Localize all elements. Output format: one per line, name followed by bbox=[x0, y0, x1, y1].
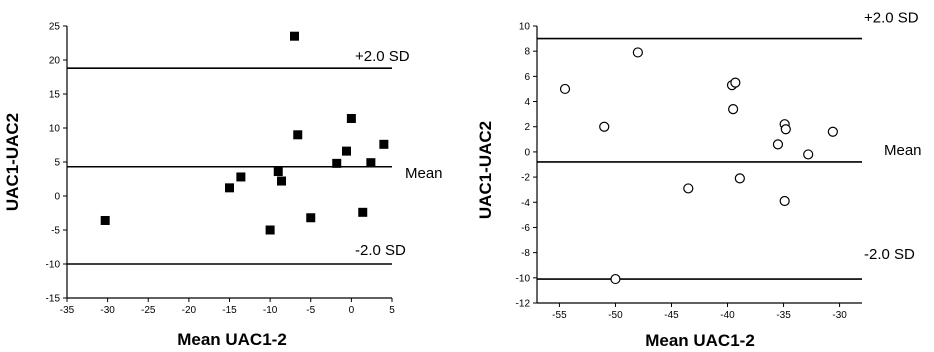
x-tick-label: -30 bbox=[100, 305, 115, 316]
y-tick-label: 4 bbox=[524, 97, 530, 108]
data-point bbox=[273, 167, 283, 177]
y-tick-label: -6 bbox=[521, 223, 530, 234]
data-point bbox=[599, 121, 610, 132]
x-tick-label: -50 bbox=[608, 310, 623, 321]
x-tick-label: -15 bbox=[222, 305, 237, 316]
reference-line-label: Mean bbox=[884, 142, 922, 159]
data-point bbox=[342, 146, 351, 156]
data-point bbox=[366, 158, 376, 168]
data-point bbox=[379, 139, 389, 149]
right-reference-lines: +2.0 SD Mean -2.0 SD bbox=[537, 10, 922, 280]
data-point bbox=[225, 183, 234, 193]
data-point bbox=[290, 31, 299, 41]
x-tick-label: -10 bbox=[263, 305, 278, 316]
x-tick-label: -30 bbox=[832, 310, 847, 321]
y-tick-label: -5 bbox=[51, 226, 60, 237]
data-point bbox=[734, 173, 745, 184]
right-chart: -12 -10 -8 -6 -4 -2 0 2 4 6 8 10 -55 -50 -45 -40 -35 -30… bbox=[476, 10, 922, 350]
left-x-ticks: -35 -30 -25 -20 -15 -10 -5 0 5 bbox=[60, 298, 395, 316]
left-chart: -15 -10 -5 0 5 10 15 20 25 -35 -30 -25 -20 -15 -10 -5 0… bbox=[3, 22, 443, 350]
x-tick-label: -45 bbox=[664, 310, 679, 321]
data-point bbox=[730, 77, 741, 88]
reference-line-label: +2.0 SD bbox=[864, 10, 919, 27]
data-point bbox=[772, 139, 784, 150]
y-tick-label: -8 bbox=[521, 248, 530, 259]
right-y-ticks: -12 -10 -8 -6 -4 -2 0 2 4 6 8 10 bbox=[516, 22, 537, 310]
y-tick-label: 0 bbox=[54, 192, 60, 203]
left-y-axis-title: UAC1-UAC2 bbox=[3, 113, 22, 211]
data-point bbox=[277, 176, 286, 186]
y-tick-label: 10 bbox=[49, 124, 61, 135]
data-point bbox=[827, 126, 838, 137]
y-tick-label: -2 bbox=[521, 173, 530, 184]
reference-line-label: Mean bbox=[405, 165, 443, 182]
y-tick-label: 0 bbox=[524, 147, 530, 158]
data-point bbox=[803, 149, 814, 160]
data-point bbox=[293, 130, 303, 140]
right-points bbox=[559, 47, 838, 285]
reference-line-label: +2.0 SD bbox=[355, 48, 410, 65]
data-point bbox=[683, 183, 694, 194]
y-tick-label: 8 bbox=[524, 47, 530, 58]
x-tick-label: -35 bbox=[60, 305, 75, 316]
left-reference-lines: +2.0 SD Mean -2.0 SD bbox=[67, 48, 443, 265]
y-tick-label: 10 bbox=[519, 22, 531, 33]
data-point bbox=[559, 83, 571, 95]
data-point bbox=[346, 113, 356, 123]
data-point bbox=[779, 195, 790, 207]
y-tick-label: 25 bbox=[49, 22, 61, 33]
left-y-ticks: -15 -10 -5 0 5 10 15 20 25 bbox=[46, 22, 67, 305]
y-tick-label: -10 bbox=[516, 273, 531, 284]
x-tick-label: -20 bbox=[182, 305, 197, 316]
right-x-axis-title: Mean UAC1-2 bbox=[645, 331, 755, 350]
data-point bbox=[728, 103, 739, 115]
data-point bbox=[358, 207, 368, 217]
right-y-axis-title: UAC1-UAC2 bbox=[476, 121, 495, 219]
y-tick-label: -12 bbox=[516, 299, 531, 310]
y-tick-label: 15 bbox=[49, 90, 61, 101]
right-x-ticks: -55 -50 -45 -40 -35 -30 bbox=[552, 303, 847, 321]
x-tick-label: 0 bbox=[349, 305, 355, 316]
data-point bbox=[780, 124, 791, 135]
data-point bbox=[265, 225, 275, 235]
data-point bbox=[632, 47, 643, 58]
data-point bbox=[306, 213, 316, 223]
reference-line-label: -2.0 SD bbox=[864, 246, 915, 263]
y-tick-label: 6 bbox=[524, 72, 530, 83]
left-points bbox=[100, 31, 389, 235]
y-tick-label: -15 bbox=[46, 294, 61, 305]
data-point bbox=[610, 273, 621, 285]
x-tick-label: 5 bbox=[389, 305, 395, 316]
x-tick-label: -35 bbox=[776, 310, 791, 321]
x-tick-label: -25 bbox=[141, 305, 156, 316]
y-tick-label: 20 bbox=[49, 56, 61, 67]
y-tick-label: 5 bbox=[54, 158, 60, 169]
data-point bbox=[236, 172, 246, 182]
left-x-axis-title: Mean UAC1-2 bbox=[177, 330, 287, 349]
y-tick-label: 2 bbox=[524, 122, 530, 133]
x-tick-label: -40 bbox=[720, 310, 735, 321]
reference-line-label: -2.0 SD bbox=[355, 242, 406, 259]
x-tick-label: -5 bbox=[306, 305, 315, 316]
data-point bbox=[332, 158, 342, 168]
y-tick-label: -10 bbox=[46, 260, 61, 271]
x-tick-label: -55 bbox=[552, 310, 567, 321]
data-point bbox=[100, 215, 110, 225]
y-tick-label: -4 bbox=[521, 198, 530, 209]
